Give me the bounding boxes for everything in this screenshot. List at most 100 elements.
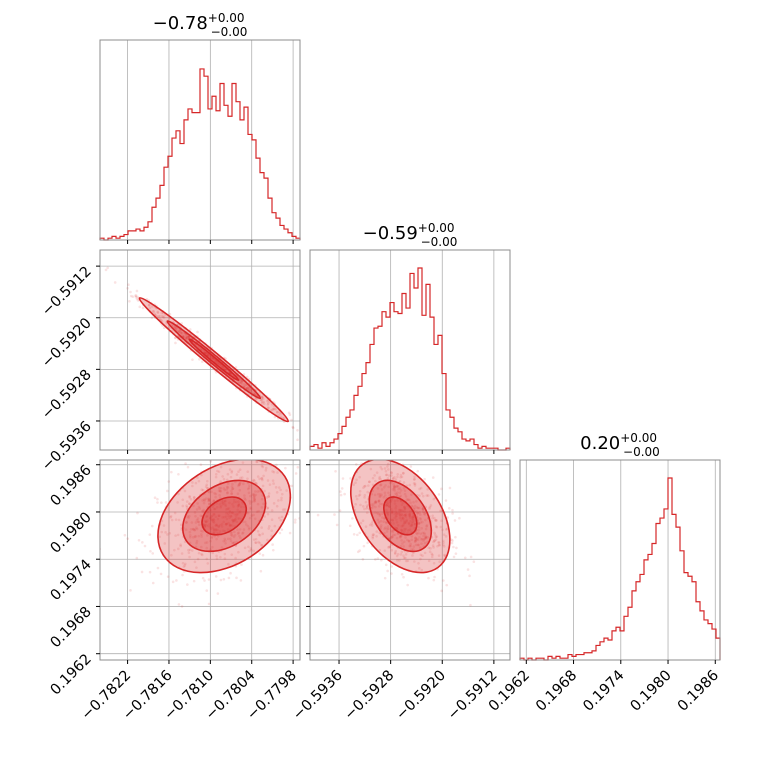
sample-point	[419, 532, 422, 536]
sample-point	[399, 544, 403, 548]
sample-point	[207, 578, 211, 581]
sample-point	[365, 504, 369, 507]
sample-point	[273, 524, 277, 528]
sample-point	[370, 492, 374, 496]
sample-point	[203, 499, 206, 502]
sample-point	[273, 415, 277, 419]
sample-point	[225, 508, 228, 511]
sample-point	[260, 526, 263, 529]
sample-point	[414, 543, 418, 547]
sample-point	[431, 476, 435, 479]
sample-point	[156, 501, 159, 504]
sample-point	[400, 572, 404, 576]
sample-point	[384, 563, 388, 567]
sample-point	[398, 511, 401, 514]
sample-point	[363, 507, 366, 511]
sample-point	[419, 486, 423, 490]
sample-point	[386, 503, 389, 506]
sample-point	[413, 560, 416, 563]
sample-point	[389, 471, 393, 474]
sample-point	[143, 544, 147, 548]
sample-point	[302, 429, 305, 432]
sample-point	[220, 501, 224, 504]
sample-point	[236, 492, 240, 495]
sample-point	[390, 529, 394, 533]
sample-point	[228, 523, 232, 527]
sample-point	[173, 548, 176, 552]
sample-point	[177, 330, 181, 334]
sample-point	[230, 469, 234, 473]
sample-point	[148, 570, 152, 574]
sample-point	[175, 579, 178, 582]
sample-point	[229, 475, 233, 479]
contour-fill-2	[167, 320, 261, 399]
sample-point	[412, 500, 415, 504]
sample-point	[134, 294, 137, 297]
sample-point	[195, 526, 198, 530]
sample-point	[420, 526, 424, 530]
sample-point	[396, 494, 399, 497]
sample-point	[166, 575, 170, 578]
sample-point	[214, 495, 217, 499]
sample-point	[206, 487, 209, 490]
sample-point	[231, 482, 234, 486]
sample-point	[240, 380, 244, 383]
sample-point	[377, 499, 381, 503]
sample-point	[400, 550, 404, 554]
sample-point	[261, 397, 265, 401]
sample-point	[160, 311, 163, 315]
sample-point	[231, 487, 234, 491]
sample-point	[393, 486, 396, 490]
sample-point	[399, 513, 402, 517]
sample-point	[387, 485, 390, 489]
sample-point	[179, 523, 183, 527]
sample-point	[206, 486, 209, 490]
sample-point	[223, 515, 226, 519]
sample-point	[271, 479, 275, 482]
histogram-param-2	[309, 267, 511, 451]
sample-point	[157, 314, 160, 318]
sample-point	[363, 484, 367, 488]
sample-point	[249, 494, 252, 498]
sample-point	[193, 528, 196, 532]
sample-point	[401, 516, 405, 520]
sample-point	[208, 499, 211, 503]
sample-point	[238, 481, 242, 485]
sample-point	[444, 535, 448, 538]
sample-point	[162, 326, 166, 330]
sample-point	[450, 541, 454, 545]
sample-point	[424, 536, 427, 540]
sample-point	[229, 537, 232, 541]
sample-point	[405, 518, 408, 522]
sample-point	[193, 560, 197, 564]
sample-point	[263, 402, 266, 406]
sample-point	[413, 522, 417, 526]
sample-point	[424, 518, 427, 522]
sample-point	[384, 484, 387, 487]
sample-point	[224, 539, 227, 542]
sample-point	[208, 502, 211, 506]
sample-point	[403, 513, 407, 517]
sample-point	[187, 335, 190, 339]
sample-point	[229, 539, 233, 543]
x-tick-label-param-2: −0.5920	[393, 668, 449, 724]
sample-point	[370, 522, 374, 525]
sample-point	[268, 524, 271, 528]
sample-point	[399, 509, 403, 512]
sample-point	[361, 558, 365, 561]
sample-point	[384, 520, 388, 524]
sample-point	[374, 479, 377, 483]
sample-point	[432, 540, 435, 544]
sample-point	[427, 546, 431, 550]
sample-point	[196, 476, 199, 479]
sample-point	[397, 487, 400, 491]
sample-point	[417, 531, 420, 534]
sample-point	[443, 554, 447, 558]
contour-line-1	[157, 460, 292, 574]
sample-point	[208, 354, 212, 358]
sample-point	[213, 507, 216, 511]
sample-point	[173, 336, 177, 340]
sample-point	[407, 521, 411, 525]
sample-point	[267, 527, 270, 530]
sample-point	[402, 486, 406, 490]
